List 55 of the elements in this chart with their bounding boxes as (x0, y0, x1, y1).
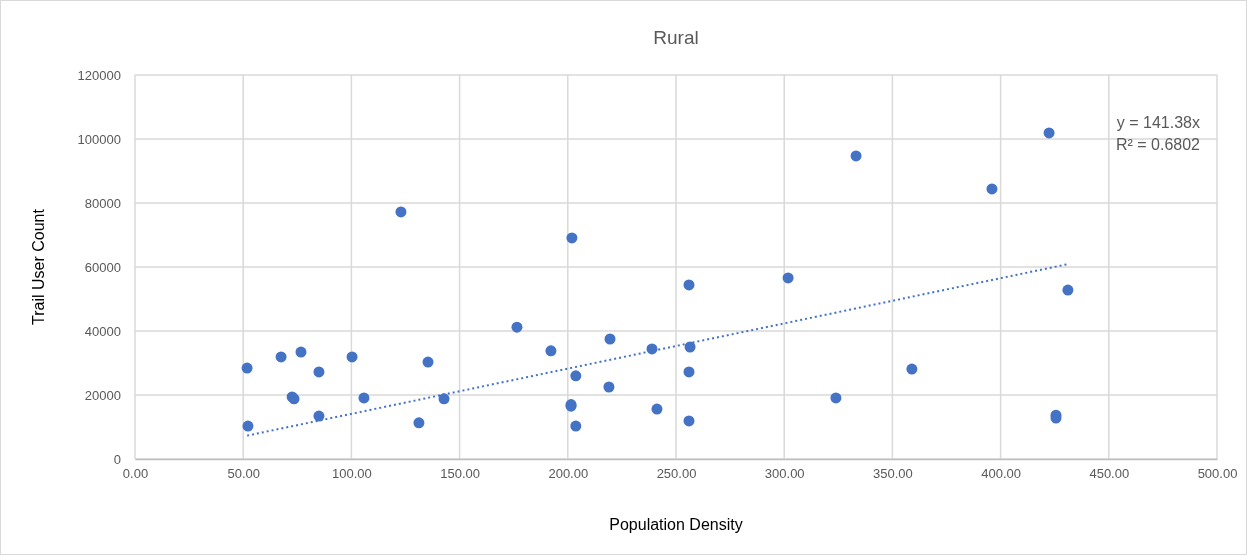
x-tick-label: 0.00 (122, 466, 149, 482)
point (438, 393, 450, 405)
y-axis-title: Trail User Count (30, 208, 47, 325)
point (413, 417, 425, 429)
point (545, 345, 557, 357)
point (313, 410, 325, 422)
point (646, 343, 658, 355)
point (313, 366, 325, 378)
x-tick-label: 450.00 (1089, 466, 1130, 482)
point (241, 362, 253, 374)
y-tick-label: 40000 (84, 323, 121, 339)
annotation: y = 141.38x (1116, 114, 1200, 131)
x-tick-label: 250.00 (656, 466, 697, 482)
point (683, 366, 695, 378)
point (570, 370, 582, 382)
point (782, 272, 794, 284)
x-tick-label: 350.00 (873, 466, 913, 482)
point (850, 150, 862, 162)
x-tick-label: 300.00 (764, 466, 805, 482)
x-tick-label: 400.00 (981, 466, 1021, 482)
point (684, 341, 696, 353)
point (346, 351, 358, 363)
point (511, 321, 523, 333)
point (830, 392, 842, 404)
x-tick-label: 50.00 (227, 466, 260, 482)
point (395, 206, 407, 218)
point (422, 356, 434, 368)
x-tick-label: 200.00 (548, 466, 589, 482)
x-axis-title: Population Density (609, 516, 743, 533)
y-tick-label: 0 (113, 451, 121, 467)
point (683, 279, 695, 291)
point (1062, 284, 1074, 296)
y-tick-label: 80000 (84, 195, 121, 211)
y-tick-label: 120000 (77, 67, 121, 83)
chart-title: Rural (653, 27, 699, 48)
point (295, 346, 307, 358)
point (906, 363, 918, 375)
y-tick-label: 20000 (84, 387, 121, 403)
y-tick-label: 100000 (77, 131, 121, 147)
point (604, 333, 616, 345)
point (566, 232, 578, 244)
point (1043, 127, 1055, 139)
x-tick-label: 500.00 (1197, 466, 1238, 482)
annotation: R² = 0.6802 (1115, 136, 1201, 153)
x-tick-label: 150.00 (440, 466, 480, 482)
point (986, 183, 998, 195)
x-tick-label: 100.00 (332, 466, 372, 482)
point (358, 392, 370, 404)
point (603, 381, 615, 393)
point (275, 351, 287, 363)
y-tick-label: 60000 (84, 259, 121, 275)
point (683, 415, 695, 427)
point (651, 403, 663, 415)
point (570, 420, 582, 432)
point (242, 420, 254, 432)
